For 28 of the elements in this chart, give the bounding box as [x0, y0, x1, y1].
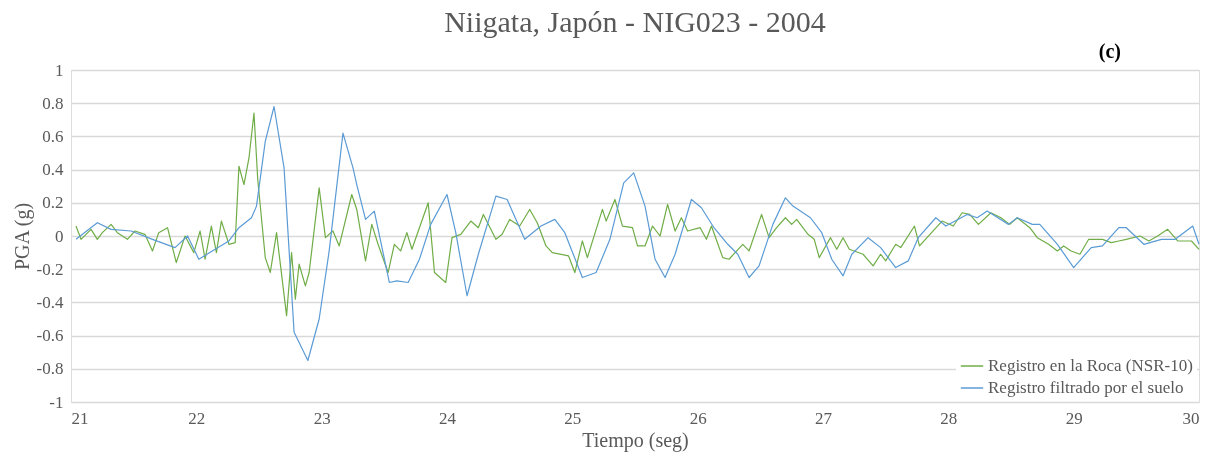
x-axis-title: Tiempo (seg) — [582, 428, 689, 452]
text: (c) — [1098, 40, 1121, 63]
y-tick-label: -0.2 — [36, 259, 64, 279]
x-tick-label: 30 — [1182, 408, 1200, 428]
x-tick-label: 29 — [1065, 408, 1083, 428]
y-tick-label: 0.4 — [42, 160, 64, 180]
x-tick-label: 27 — [815, 408, 833, 428]
chart-title: Niigata, Japón - NIG023 - 2004 — [444, 5, 826, 38]
y-tick-label: -1 — [49, 392, 64, 412]
x-tick-label: 24 — [439, 408, 457, 428]
y-axis-title: PGA (g) — [10, 202, 34, 271]
x-tick-label: 21 — [71, 408, 89, 428]
x-tick-label: 25 — [564, 408, 582, 428]
x-tick-label: 23 — [313, 408, 331, 428]
line-series — [75, 112, 1200, 317]
y-tick-label: -0.8 — [36, 359, 64, 379]
y-tick-label: -0.4 — [36, 292, 64, 312]
x-tick-label: 26 — [689, 408, 707, 428]
y-tick-label: -0.6 — [36, 326, 64, 346]
y-tick-label: 0.8 — [42, 93, 64, 113]
y-tick-label: 0 — [55, 226, 64, 246]
x-tick-label: 22 — [188, 408, 206, 428]
x-tick-label: 28 — [940, 408, 958, 428]
legend-label: Registro en la Roca (NSR-10) — [988, 356, 1193, 375]
y-tick-label: 0.6 — [42, 126, 64, 146]
y-tick-label: 0.2 — [42, 193, 64, 213]
legend-label: Registro filtrado por el suelo — [988, 378, 1184, 397]
y-tick-label: 1 — [55, 60, 64, 80]
